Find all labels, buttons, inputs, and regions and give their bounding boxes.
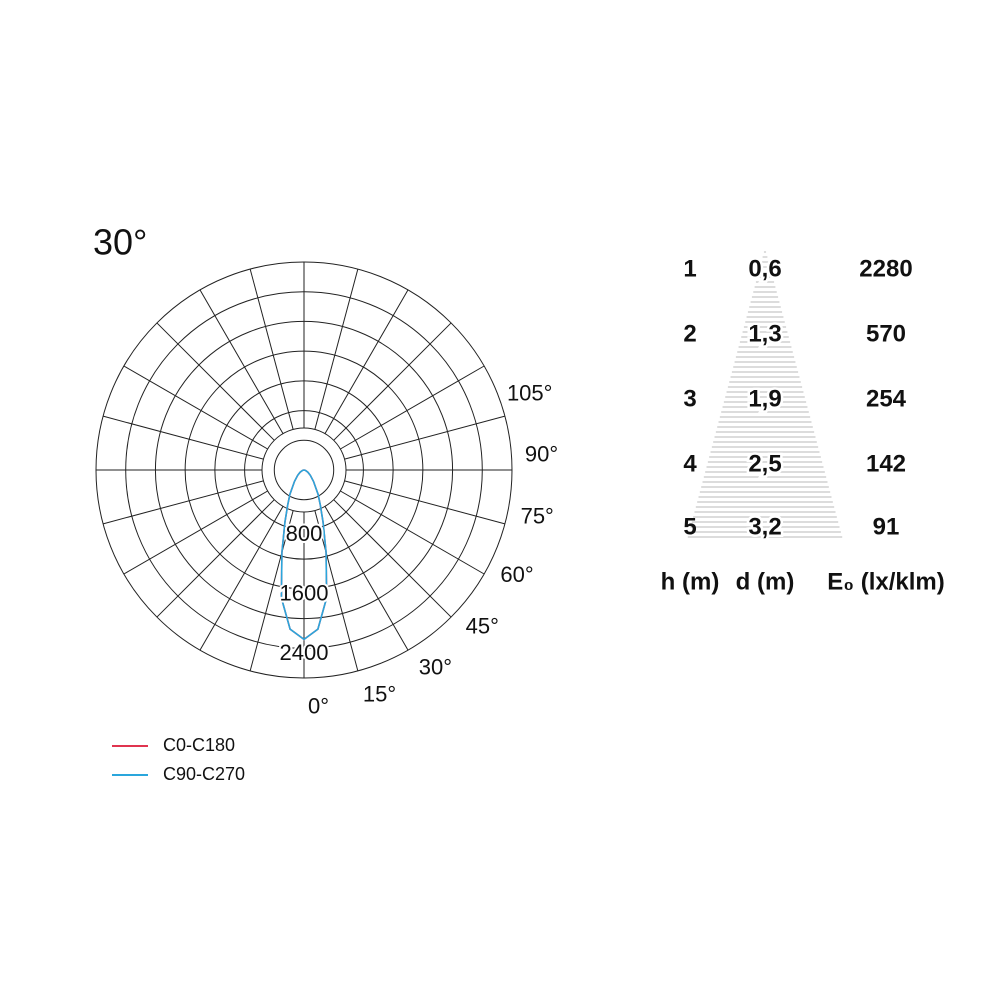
spoke (333, 322, 452, 441)
spoke (340, 365, 485, 450)
angle-label: 45° (466, 614, 499, 639)
angle-label: 90° (525, 441, 558, 466)
table-cell: 2 (683, 320, 696, 347)
spoke (102, 480, 264, 525)
spoke (123, 490, 268, 575)
spoke (156, 322, 275, 441)
spoke (340, 490, 485, 575)
table-cell: 1,3 (748, 320, 781, 347)
curve (280, 469, 328, 641)
angle-label: 60° (500, 562, 533, 587)
spoke (344, 480, 506, 525)
table-header: h (m) (661, 568, 720, 595)
table-cell: 3,2 (748, 513, 781, 540)
table-cell: 0,6 (748, 255, 781, 282)
cone-graphic (687, 251, 843, 538)
spoke (156, 499, 275, 618)
table-cell: 1 (683, 255, 696, 282)
table-cell: 142 (866, 450, 906, 477)
spoke (324, 289, 409, 434)
table-header: d (m) (736, 568, 795, 595)
chart-title: 30° (93, 222, 147, 263)
r-tick-label: 2400 (280, 640, 329, 665)
spoke (314, 510, 359, 672)
spoke (324, 506, 409, 651)
spoke (102, 415, 264, 460)
angle-label: 105° (507, 380, 553, 405)
spoke (249, 268, 294, 430)
table-cell: 1,9 (748, 385, 781, 412)
grid-ring (273, 439, 335, 501)
table-cell: 5 (683, 513, 696, 540)
table-cell: 254 (866, 385, 907, 412)
spoke (314, 268, 359, 430)
spoke (344, 415, 506, 460)
spoke (199, 289, 284, 434)
legend-label: C90-C270 (163, 764, 245, 784)
table-cell: 91 (873, 513, 900, 540)
angle-label: 15° (363, 682, 396, 707)
legend-label: C0-C180 (163, 735, 235, 755)
spoke (249, 510, 294, 672)
angle-label: 75° (521, 503, 554, 528)
r-tick-label: 800 (286, 521, 323, 546)
table-header: E₀ (lx/klm) (827, 568, 945, 595)
spoke (123, 365, 268, 450)
r-tick-label: 1600 (280, 581, 329, 606)
table-cell: 3 (683, 385, 696, 412)
table-cell: 2280 (859, 255, 912, 282)
spoke (333, 499, 452, 618)
angle-label: 0° (308, 693, 329, 718)
table-cell: 4 (683, 450, 697, 477)
angle-label: 30° (419, 654, 452, 679)
spoke (199, 506, 284, 651)
table-cell: 570 (866, 320, 906, 347)
table-cell: 2,5 (748, 450, 781, 477)
